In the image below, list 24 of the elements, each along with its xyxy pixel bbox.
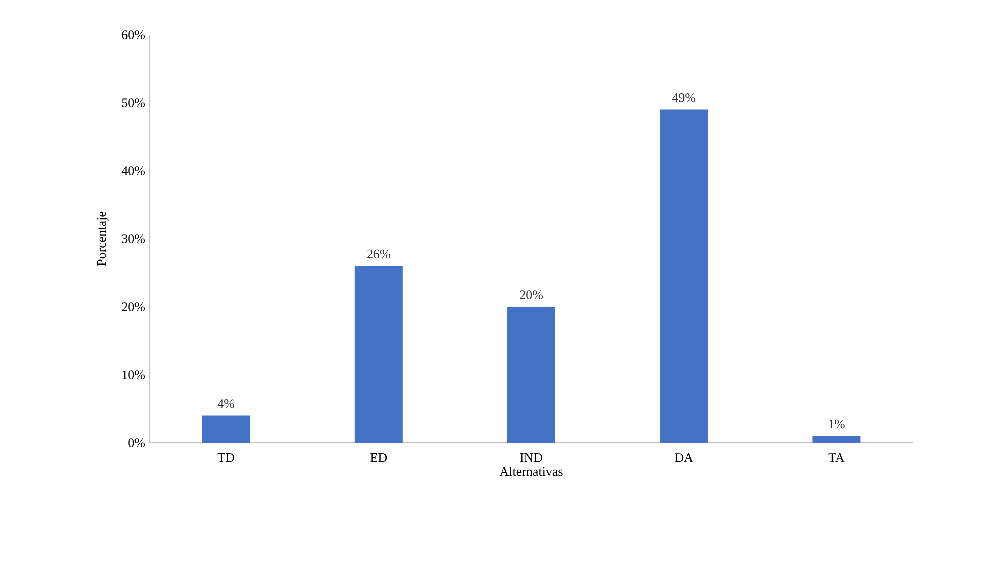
y-tick-label: 30%: [122, 234, 146, 244]
y-tick-label: 60%: [122, 30, 146, 40]
x-tick-label: TD: [218, 454, 234, 462]
x-tick-label: ED: [370, 454, 388, 462]
bar: [508, 307, 556, 443]
y-tick-label: 10%: [122, 370, 146, 380]
y-tick-label: 50%: [122, 98, 146, 108]
y-tick-label: 20%: [122, 302, 146, 312]
data-label: 4%: [218, 399, 235, 408]
x-axis-title: Alternativas: [500, 467, 563, 476]
data-label: 49%: [672, 93, 696, 102]
x-tick-label: DA: [675, 454, 694, 462]
y-tick-label: 0%: [128, 438, 146, 448]
x-tick-label: TA: [828, 454, 845, 462]
x-tick-label: IND: [520, 454, 543, 462]
y-axis-title: Porcentaje: [97, 212, 109, 266]
bar: [812, 436, 861, 443]
bar: [354, 266, 403, 443]
data-label: 1%: [829, 420, 845, 429]
y-tick-label: 40%: [122, 166, 146, 176]
bar: [660, 110, 708, 443]
bar: [202, 416, 250, 443]
data-label: 26%: [368, 250, 390, 259]
data-label: 20%: [520, 290, 543, 300]
